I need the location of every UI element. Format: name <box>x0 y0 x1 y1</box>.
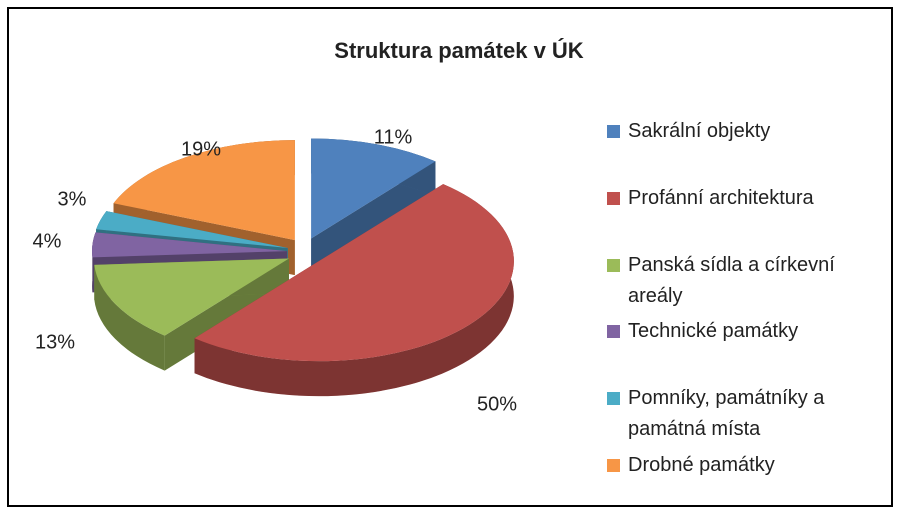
legend-item: Panská sídla a církevní areály <box>607 250 867 312</box>
slice-top <box>92 232 288 258</box>
legend-label: Profánní architektura <box>628 187 814 209</box>
legend-item: Profánní architektura <box>607 183 867 214</box>
legend-item: Drobné památky <box>607 450 867 481</box>
legend-item: Sakrální objekty <box>607 116 867 147</box>
legend-item: Technické památky <box>607 316 867 347</box>
data-label: 50% <box>477 393 517 415</box>
chart-title: Struktura památek v ÚK <box>334 38 584 63</box>
legend-label: Sakrální objekty <box>628 120 771 142</box>
legend-swatch <box>607 192 620 205</box>
data-label: 13% <box>35 331 75 353</box>
legend-swatch <box>607 392 620 405</box>
data-label: 4% <box>33 230 62 252</box>
slice-side <box>94 264 165 371</box>
slice-side-shade <box>194 184 514 397</box>
pie-slice <box>194 184 514 397</box>
legend-swatch <box>607 125 620 138</box>
slice-top <box>113 140 295 241</box>
legend-label: Pomníky, památníky a památná místa <box>628 387 825 440</box>
slice-top <box>311 138 436 239</box>
pie-slice <box>311 138 436 274</box>
slice-top <box>194 184 514 362</box>
slice-side-shade <box>311 161 436 274</box>
legend-label: Drobné památky <box>628 454 775 476</box>
slice-top <box>96 211 288 248</box>
data-label: 3% <box>58 188 87 210</box>
legend-swatch <box>607 259 620 272</box>
slice-top <box>94 258 289 336</box>
legend-label: Technické památky <box>628 320 799 342</box>
slice-side-shade <box>94 264 165 371</box>
data-label: 19% <box>181 138 221 160</box>
legend-swatch <box>607 325 620 338</box>
slice-side <box>311 161 436 274</box>
pie-slice <box>94 258 289 371</box>
legend-item: Pomníky, památníky a památná místa <box>607 383 867 445</box>
data-label: 11% <box>374 126 413 148</box>
slice-side <box>194 184 514 397</box>
legend-label: Panská sídla a církevní areály <box>628 254 835 307</box>
legend-swatch <box>607 459 620 472</box>
